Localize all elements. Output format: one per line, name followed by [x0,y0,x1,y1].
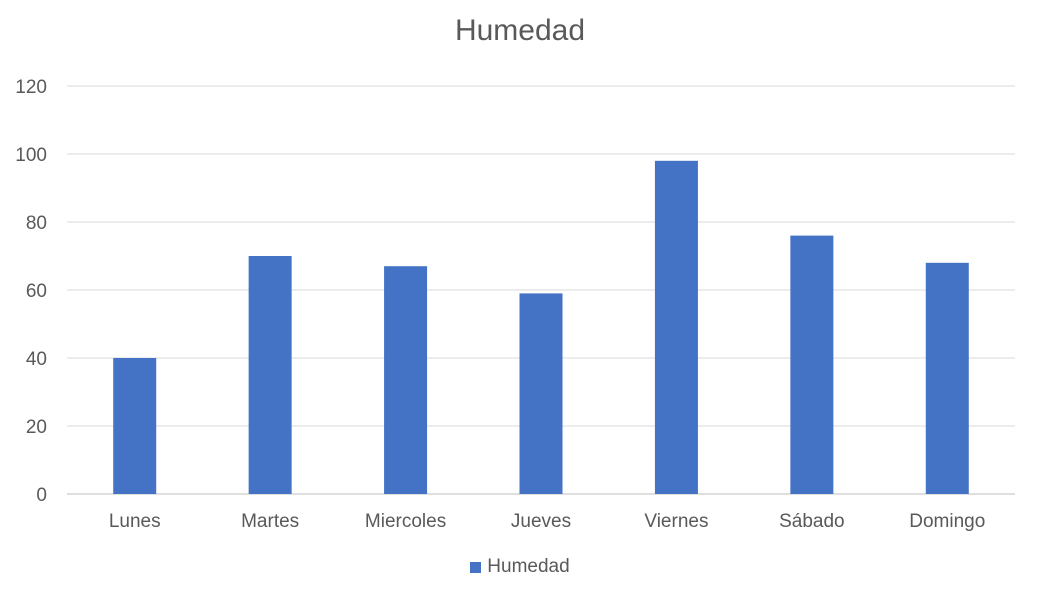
x-tick-label: Sábado [779,511,845,532]
y-tick-label: 20 [26,417,47,438]
chart-title: Humedad [454,14,586,47]
bar [925,262,969,494]
y-tick-label: 80 [26,213,47,234]
y-tick-label: 60 [26,281,47,302]
y-tick-label: 0 [36,485,47,506]
x-tick-label: Martes [241,511,299,532]
y-tick-label: 100 [15,145,47,166]
x-tick-label: Lunes [109,511,161,532]
x-tick-label: Miercoles [365,511,446,532]
bar [113,358,157,494]
bar [790,235,834,494]
x-tick-label: Viernes [644,511,708,532]
legend: Humedad [0,556,1040,578]
y-tick-label: 40 [26,349,47,370]
legend-swatch [470,561,482,573]
bar [519,293,563,494]
bar [654,160,698,495]
y-tick-label: 120 [15,77,47,98]
x-tick-label: Jueves [511,511,571,532]
bar [384,266,428,494]
bar [248,256,292,494]
x-tick-label: Domingo [909,511,985,532]
legend-label: Humedad [487,556,570,577]
